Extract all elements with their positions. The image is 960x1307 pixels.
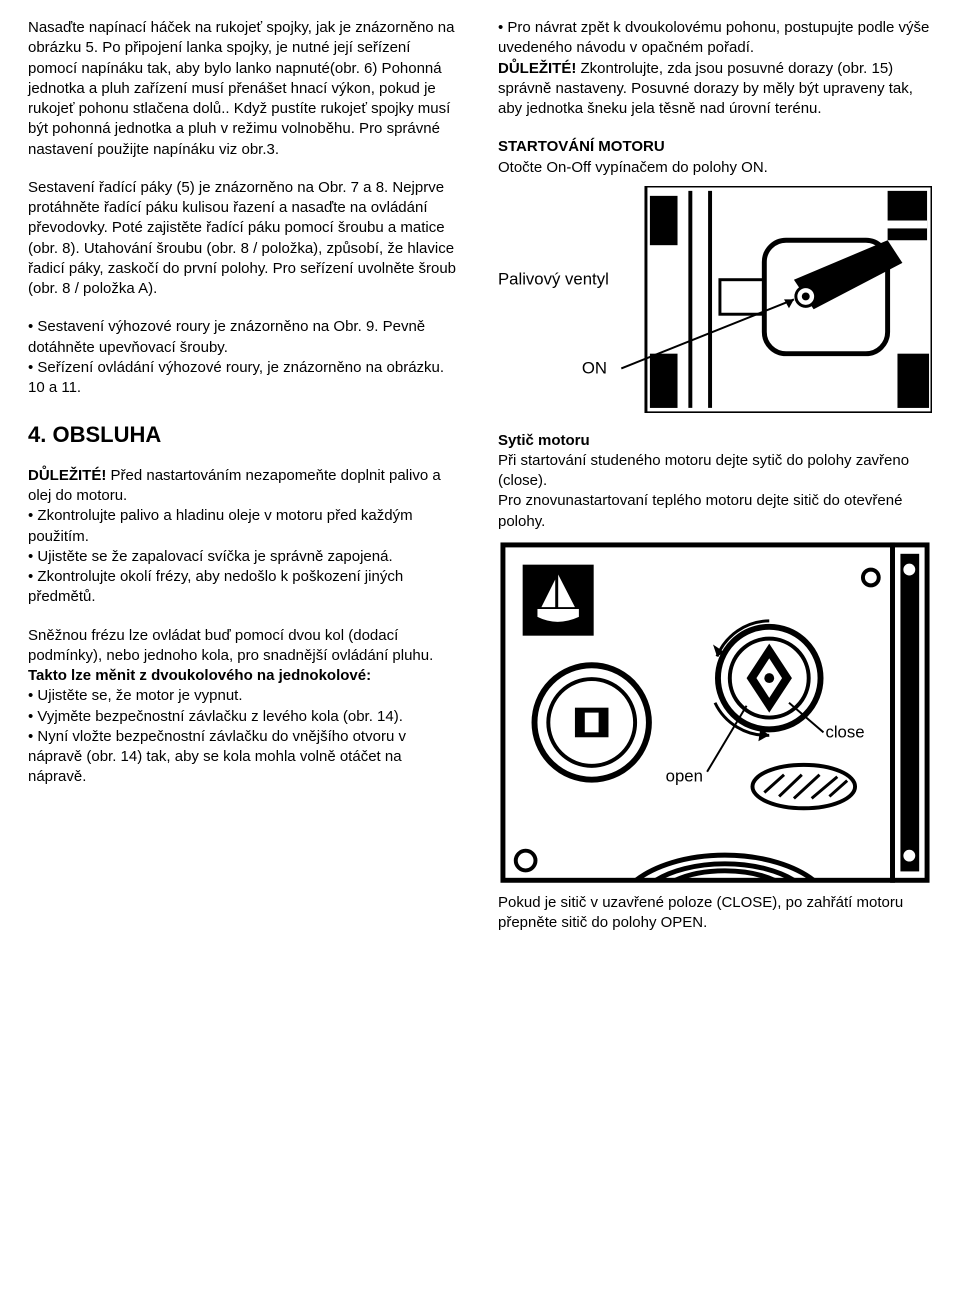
- label-close: close: [825, 722, 864, 741]
- fuel-valve-illustration: Palivový ventyl ON: [498, 186, 932, 413]
- left-wheel-step-2: • Vyjměte bezpečnostní závlačku z levého…: [28, 707, 462, 727]
- left-wheel-step-1: • Ujistěte se, že motor je vypnut.: [28, 686, 462, 706]
- left-wheel-step-3: • Nyní vložte bezpečnostní závlačku do v…: [28, 727, 462, 788]
- engine-start-instruction: Otočte On-Off vypínačem do polohy ON.: [498, 158, 932, 178]
- left-check-fuel: • Zkontrolujte palivo a hladinu oleje v …: [28, 506, 462, 547]
- choke-instruction-1: Při startování studeného motoru dejte sy…: [498, 451, 932, 492]
- choke-instruction-2: Pro znovunastartovaní teplého motoru dej…: [498, 491, 932, 532]
- left-bullet-assembly-a: • Sestavení výhozové roury je znázorněno…: [28, 317, 462, 358]
- left-wheel-modes: Sněžnou frézu lze ovládat buď pomocí dvo…: [28, 626, 462, 667]
- choke-final-note: Pokud je sitič v uzavřené poloze (CLOSE)…: [498, 893, 932, 934]
- two-column-layout: Nasaďte napínací háček na rukojeť spojky…: [28, 18, 932, 934]
- label-open: open: [666, 767, 703, 786]
- heading-engine-start: STARTOVÁNÍ MOTORU: [498, 137, 932, 157]
- right-return-note: • Pro návrat zpět k dvoukolovému pohonu,…: [498, 18, 932, 59]
- important-label-2: DŮLEŽITÉ!: [498, 60, 576, 77]
- right-important-block: DŮLEŽITÉ! Zkontrolujte, zda jsou posuvné…: [498, 59, 932, 120]
- left-important-block: DŮLEŽITÉ! Před nastartováním nezapomeňte…: [28, 466, 462, 507]
- left-column: Nasaďte napínací háček na rukojeť spojky…: [28, 18, 462, 934]
- figure-fuel-valve: Palivový ventyl ON: [498, 186, 932, 413]
- label-on: ON: [582, 358, 607, 377]
- left-paragraph-1: Nasaďte napínací háček na rukojeť spojky…: [28, 18, 462, 160]
- left-wheel-switch-heading: Takto lze měnit z dvoukolového na jednok…: [28, 666, 462, 686]
- section-heading-obsluha: 4. OBSLUHA: [28, 420, 462, 450]
- left-check-plug: • Ujistěte se že zapalovací svíčka je sp…: [28, 547, 462, 567]
- heading-choke: Sytič motoru: [498, 431, 932, 451]
- choke-illustration: close open: [498, 540, 932, 885]
- important-label: DŮLEŽITÉ!: [28, 467, 106, 484]
- left-paragraph-2: Sestavení řadící páky (5) je znázorněno …: [28, 178, 462, 300]
- label-fuel-valve: Palivový ventyl: [498, 269, 609, 288]
- left-bullet-assembly-b: • Seřízení ovládání výhozové roury, je z…: [28, 358, 462, 399]
- right-column: • Pro návrat zpět k dvoukolovému pohonu,…: [498, 18, 932, 934]
- left-check-surroundings: • Zkontrolujte okolí frézy, aby nedošlo …: [28, 567, 462, 608]
- figure-choke: close open: [498, 540, 932, 885]
